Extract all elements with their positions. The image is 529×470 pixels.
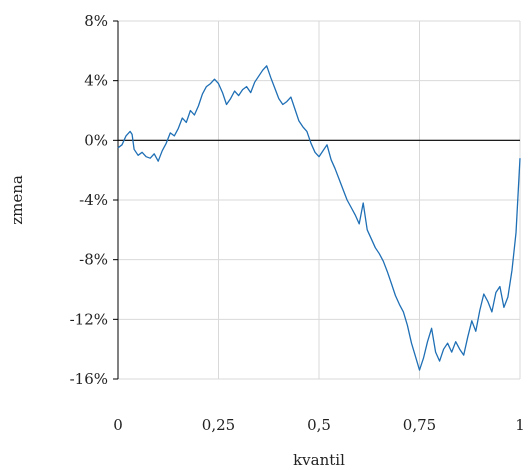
- series-line: [117, 65, 521, 371]
- y-tick-label: -4%: [79, 191, 108, 209]
- y-tick-label: 4%: [84, 72, 108, 90]
- x-tick-label: 0,25: [202, 416, 235, 434]
- y-axis-ticks: 8% 4% 0% -4% -8% -12% -16%: [70, 12, 118, 388]
- x-axis-ticks: 0 0,25 0,5 0,75 1: [113, 416, 525, 434]
- gridlines: [118, 20, 521, 380]
- x-tick-label: 0: [113, 416, 123, 434]
- y-tick-label: 0%: [84, 131, 108, 149]
- y-tick-label: -12%: [70, 310, 108, 328]
- y-axis-title: zmena: [8, 175, 26, 225]
- y-tick-label: 8%: [84, 12, 108, 30]
- x-tick-label: 0,75: [403, 416, 436, 434]
- x-tick-label: 0,5: [307, 416, 331, 434]
- x-axis-title: kvantil: [293, 451, 345, 469]
- y-tick-label: -8%: [79, 251, 108, 269]
- y-tick-label: -16%: [70, 370, 108, 388]
- x-tick-label: 1: [515, 416, 525, 434]
